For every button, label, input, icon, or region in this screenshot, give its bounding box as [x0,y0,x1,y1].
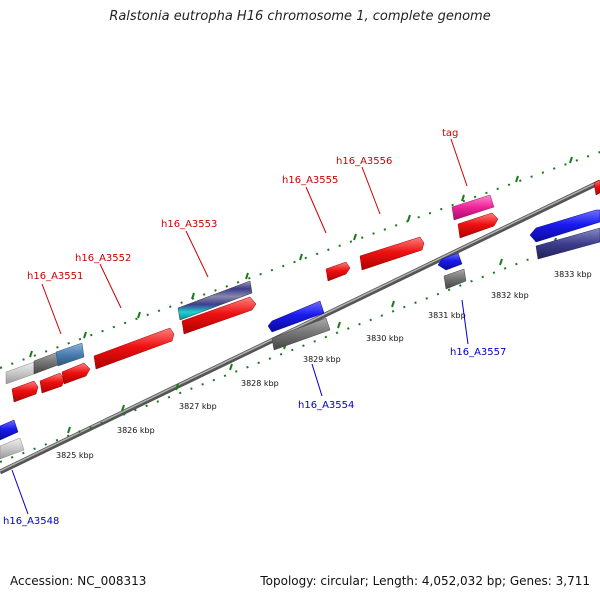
gene-feature[interactable] [593,179,600,196]
gene-label-h16-a3556[interactable]: h16_A3556 [336,156,392,167]
gene-feature[interactable] [11,380,39,403]
tick-label-3829: 3829 kbp [303,355,341,364]
gene-feature[interactable] [181,296,257,335]
gene-feature[interactable] [5,361,35,385]
gene-feature[interactable] [33,351,59,375]
forward-label-leaders [41,138,468,335]
gene-feature[interactable] [267,300,325,333]
gene-label-h16-a3552[interactable]: h16_A3552 [75,253,131,264]
gene-feature[interactable] [177,280,253,321]
gene-feature[interactable] [359,236,425,271]
accession-text: Accession: NC_008313 [10,574,147,588]
tick-label-3825: 3825 kbp [56,451,94,460]
tick-label-3833: 3833 kbp [554,270,592,279]
gene-feature[interactable] [55,342,85,367]
tick-label-3828: 3828 kbp [241,379,279,388]
tick-label-3826: 3826 kbp [117,426,155,435]
gene-feature[interactable] [437,252,463,271]
gene-label-h16-a3557[interactable]: h16_A3557 [450,347,506,358]
genome-summary-text: Topology: circular; Length: 4,052,032 bp… [260,574,590,588]
gene-feature[interactable] [451,194,495,221]
reverse-tick-line [0,231,600,463]
gene-feature[interactable] [529,209,600,243]
gene-feature[interactable] [0,437,25,460]
gene-label-h16-a3555[interactable]: h16_A3555 [282,175,338,186]
gene-label-h16-a3548[interactable]: h16_A3548 [3,516,59,527]
forward-tick-line [0,151,600,369]
forward-features [5,179,600,403]
gene-feature[interactable] [61,362,91,385]
gene-feature[interactable] [325,261,351,282]
gene-feature[interactable] [0,419,19,441]
gene-feature[interactable] [457,212,499,239]
tick-label-3827: 3827 kbp [179,402,217,411]
gene-feature[interactable] [443,268,467,290]
tick-label-3831: 3831 kbp [428,311,466,320]
map-title: Ralstonia eutropha H16 chromosome 1, com… [109,9,491,24]
gene-feature[interactable] [535,227,600,260]
gene-label-h16-a3553[interactable]: h16_A3553 [161,219,217,230]
chromosome-backbone [0,179,600,475]
tick-label-3830: 3830 kbp [366,334,404,343]
reverse-label-leaders [11,299,469,515]
tick-label-3832: 3832 kbp [491,291,529,300]
gene-label-tag[interactable]: tag [442,128,458,139]
gene-label-h16-a3554[interactable]: h16_A3554 [298,400,354,411]
gene-label-h16-a3551[interactable]: h16_A3551 [27,271,83,282]
gene-feature[interactable] [39,372,65,394]
reverse-features [0,209,600,460]
gene-feature[interactable] [93,327,175,370]
gene-feature[interactable] [271,317,331,351]
